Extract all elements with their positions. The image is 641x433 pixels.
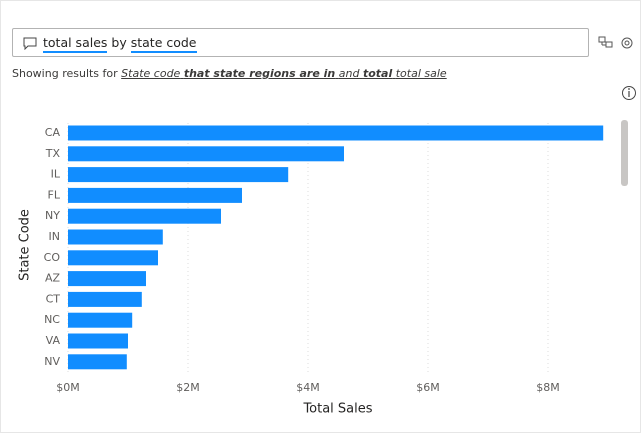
query-term: state code [130,35,197,53]
info-icon[interactable] [622,86,636,100]
query-term: total sales [43,35,108,53]
restatement-part: total sale [395,67,447,80]
bar [68,333,128,349]
results-restatement: Showing results for State code that stat… [12,67,447,80]
y-tick-label: IL [51,168,61,181]
bar [68,125,604,141]
y-tick-label: VA [46,334,61,347]
bar [68,208,221,224]
bar [68,167,289,183]
chat-icon [23,37,37,50]
restatement-part: that state regions are in [183,67,336,80]
restatement-part: State code [121,67,181,80]
bar [68,146,344,162]
restatement-part: and [338,67,360,80]
restatement-part: total [362,67,393,80]
bar [68,354,127,370]
settings-icon[interactable] [621,37,633,49]
qna-search-box[interactable]: total sales by state code [12,28,589,57]
bar [68,229,163,245]
bar [68,291,142,307]
y-tick-label: CO [44,251,61,264]
y-tick-label: CT [46,292,61,305]
bar [68,312,133,328]
x-tick-label: $2M [176,381,200,394]
y-axis-label: State Code [18,209,33,281]
y-tick-label: CA [45,126,61,139]
y-tick-label: NC [44,313,60,326]
x-tick-label: $0M [56,381,80,394]
y-tick-label: FL [48,188,61,201]
x-tick-label: $8M [536,381,560,394]
restatement-link[interactable]: State code that state regions are in and… [121,67,447,80]
y-tick-label: NV [44,355,60,368]
y-tick-label: NY [45,209,60,222]
visual-table-icon[interactable] [598,36,613,48]
query-word: by [111,35,127,50]
bar [68,250,158,266]
bar [68,271,146,287]
results-prefix: Showing results for [12,67,118,80]
x-tick-label: $6M [416,381,440,394]
x-axis-label: Total Sales [302,402,372,417]
y-tick-label: IN [49,230,60,243]
y-tick-label: TX [45,147,61,160]
y-tick-label: AZ [45,272,61,285]
scrollbar[interactable] [621,120,628,186]
bar [68,187,242,203]
query-text: total sales by state code [43,35,197,53]
x-tick-label: $4M [296,381,320,394]
